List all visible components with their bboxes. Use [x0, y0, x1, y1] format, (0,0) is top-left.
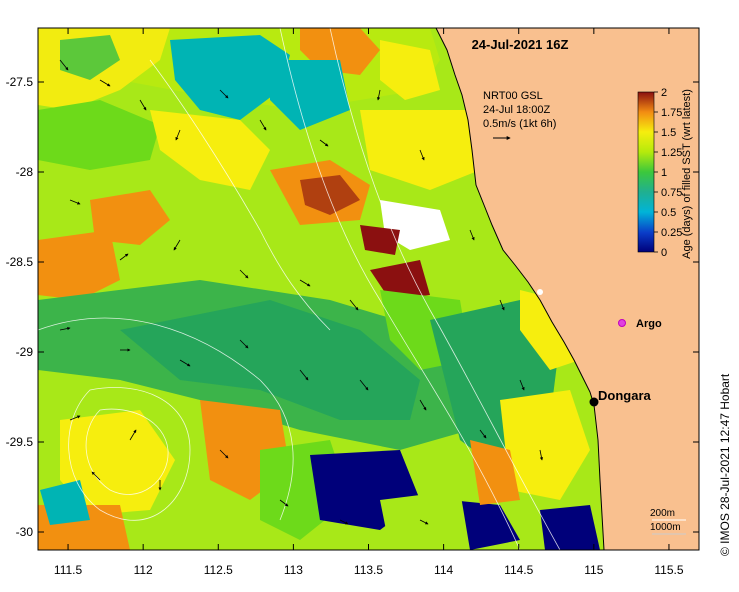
- plot-area: [38, 28, 699, 550]
- colorbar-tick-label: 1.5: [661, 127, 676, 139]
- depth-200m: 200m: [650, 508, 675, 519]
- dongara-label: Dongara: [598, 388, 652, 403]
- coastal-white-patch: [537, 289, 543, 295]
- colorbar-tick-label: 1.25: [661, 147, 682, 159]
- y-axis: -27.5 -28 -28.5 -29 -29.5 -30: [6, 75, 699, 539]
- argo-marker[interactable]: Argo: [618, 318, 662, 330]
- colorbar-tick-label: 2: [661, 87, 667, 99]
- argo-label: Argo: [636, 318, 662, 330]
- x-axis: 111.5 112 112.5 113 113.5 114 114.5 115 115.5: [54, 28, 684, 577]
- dongara-marker[interactable]: Dongara: [589, 388, 652, 407]
- bathymetry-contours: [38, 28, 561, 550]
- current-legend: NRT00 GSL 24-Jul 18:00Z 0.5m/s (1kt 6h): [483, 90, 556, 140]
- colorbar-tick-label: 0.75: [661, 187, 682, 199]
- imos-credit: © IMOS 28-Jul-2021 12:47 Hobart: [718, 373, 732, 556]
- depth-1000m: 1000m: [650, 522, 681, 533]
- land-australia: [435, 28, 699, 550]
- colorbar-label: Age (days) of filled SST (wrt latest): [681, 89, 693, 259]
- depth-legend: 200m 1000m: [650, 508, 686, 535]
- colorbar-gradient: [637, 91, 655, 253]
- y-tick-label: -27.5: [6, 75, 34, 89]
- current-legend-line2: 24-Jul 18:00Z: [483, 104, 551, 116]
- current-legend-line3: 0.5m/s (1kt 6h): [483, 118, 556, 130]
- y-tick-label: -30: [16, 525, 34, 539]
- colorbar-ticks: 0 0.25 0.5 0.75 1 1.25 1.5 1.75 2: [654, 87, 682, 259]
- map-title: 24-Jul-2021 16Z: [472, 37, 569, 52]
- x-tick-label: 112.5: [204, 563, 233, 577]
- x-tick-label: 114: [434, 563, 453, 577]
- x-tick-label: 112: [134, 563, 153, 577]
- colorbar-tick-label: 0.5: [661, 207, 676, 219]
- town-dot-icon[interactable]: [589, 397, 599, 407]
- x-tick-label: 115.5: [654, 563, 683, 577]
- colorbar-tick-label: 1.75: [661, 107, 682, 119]
- x-tick-label: 115: [584, 563, 603, 577]
- y-tick-label: -28: [16, 165, 34, 179]
- y-tick-label: -29: [16, 345, 34, 359]
- x-tick-label: 113: [284, 563, 303, 577]
- colorbar-tick-label: 1: [661, 167, 667, 179]
- x-tick-label: 114.5: [504, 563, 533, 577]
- x-tick-label: 111.5: [54, 563, 83, 577]
- argo-float-icon[interactable]: [618, 319, 626, 327]
- x-tick-label: 113.5: [354, 563, 383, 577]
- y-tick-label: -28.5: [6, 255, 34, 269]
- y-tick-label: -29.5: [6, 435, 34, 449]
- current-vectors: [59, 59, 544, 525]
- colorbar-tick-label: 0.25: [661, 227, 682, 239]
- current-legend-line1: NRT00 GSL: [483, 90, 543, 102]
- colorbar: 0 0.25 0.5 0.75 1 1.25 1.5 1.75 2 Age (days) of …: [637, 87, 693, 259]
- colorbar-tick-label: 0: [661, 247, 667, 259]
